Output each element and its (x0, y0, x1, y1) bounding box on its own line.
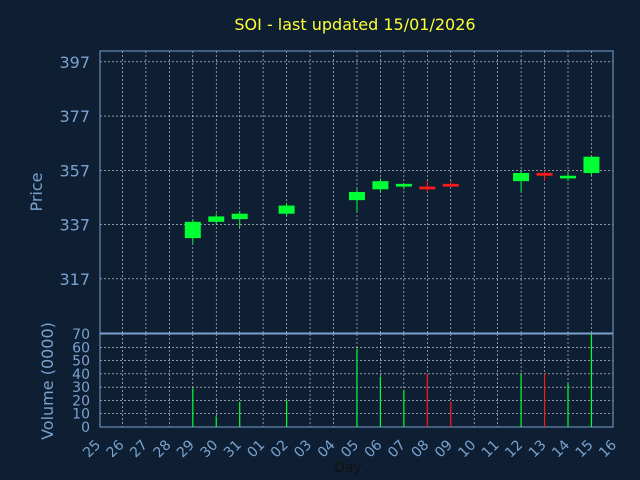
x-tick-label: 08 (409, 437, 433, 461)
x-tick-label: 27 (127, 437, 151, 461)
x-tick-label: 11 (479, 437, 503, 461)
price-y-tick-labels: 317 337 357 377 397 (59, 53, 90, 289)
x-tick-label: 05 (338, 437, 362, 461)
price-tick-label: 317 (59, 270, 90, 289)
candle-body (583, 156, 600, 174)
x-tick-label: 29 (174, 437, 198, 461)
volume-bars (192, 334, 593, 427)
price-candles (184, 156, 600, 244)
x-tick-label: 14 (549, 437, 573, 461)
x-tick-label: 26 (104, 437, 128, 461)
candle-body (184, 221, 201, 239)
x-tick-labels: 25 26 27 28 29 30 31 01 02 03 04 05 06 07 08 09 10 11 12 13… (80, 437, 620, 461)
x-tick-label: 07 (385, 437, 409, 461)
candle-body (442, 183, 459, 187)
x-tick-label: 06 (362, 437, 386, 461)
x-tick-label: 04 (315, 437, 339, 461)
x-tick-label: 02 (268, 437, 292, 461)
volume-tick-label: 70 (72, 327, 90, 343)
price-tick-label: 357 (59, 161, 90, 180)
volume-tick-label: 60 (72, 340, 90, 356)
price-tick-label: 377 (59, 107, 90, 126)
candle-body (560, 175, 576, 179)
x-tick-label: 28 (151, 437, 175, 461)
candle-body (513, 173, 530, 182)
candle-body (536, 173, 553, 176)
candle-body (419, 186, 436, 190)
candle-body (372, 181, 389, 190)
x-tick-label: 16 (596, 437, 620, 461)
volume-tick-label: 40 (72, 367, 90, 383)
volume-tick-label: 0 (81, 420, 90, 436)
x-axis-label: Day (334, 460, 362, 476)
candle-body (208, 216, 225, 222)
volume-tick-label: 50 (72, 354, 90, 370)
volume-tick-label: 20 (72, 393, 90, 409)
x-tick-label: 30 (197, 437, 221, 461)
candle-body (231, 213, 248, 220)
candle-body (348, 192, 365, 201)
volume-axis-label: Volume (0000) (38, 322, 57, 440)
price-tick-label: 337 (59, 216, 90, 235)
price-tick-label: 397 (59, 53, 90, 72)
x-tick-label: 31 (221, 437, 245, 461)
x-tick-label: 13 (526, 437, 550, 461)
volume-tick-label: 30 (72, 380, 90, 396)
x-tick-label: 25 (80, 437, 104, 461)
volume-tick-label: 10 (72, 407, 90, 423)
x-tick-label: 03 (291, 437, 315, 461)
price-axis-label: Price (27, 172, 46, 211)
candle-body (278, 205, 295, 214)
x-tick-label: 09 (432, 437, 456, 461)
x-tick-label: 15 (573, 437, 597, 461)
x-tick-label: 12 (502, 437, 526, 461)
chart-title: SOI - last updated 15/01/2026 (234, 15, 475, 34)
x-tick-label: 10 (455, 437, 479, 461)
x-tick-label: 01 (244, 437, 268, 461)
price-panel-frame (99, 50, 614, 334)
candle-body (395, 183, 412, 187)
